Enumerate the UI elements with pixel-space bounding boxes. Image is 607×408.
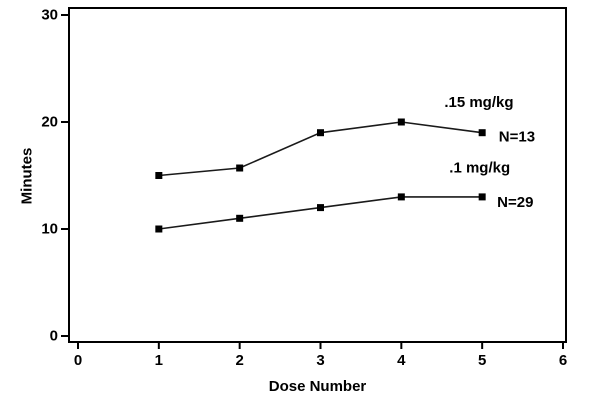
data-point-marker bbox=[397, 193, 405, 201]
series-annotation: N=13 bbox=[499, 128, 535, 145]
y-axis-tick-label: 10 bbox=[41, 221, 58, 238]
x-axis-tick-label: 6 bbox=[559, 352, 567, 369]
plot-frame bbox=[68, 7, 567, 343]
data-point-marker bbox=[478, 129, 486, 137]
data-point-marker bbox=[236, 164, 244, 172]
x-axis-tick-label: 1 bbox=[155, 352, 163, 369]
y-axis-tick-label: 30 bbox=[41, 7, 58, 24]
data-point-marker bbox=[317, 204, 324, 212]
data-point-marker bbox=[317, 129, 324, 137]
x-axis-tick-label: 2 bbox=[235, 352, 243, 369]
y-axis-tick-label: 0 bbox=[50, 328, 58, 345]
y-axis-tick-label: 20 bbox=[41, 114, 58, 131]
x-axis-tick-label: 4 bbox=[397, 352, 406, 369]
x-axis-title: Dose Number bbox=[269, 378, 367, 395]
series-annotation: .15 mg/kg bbox=[444, 94, 513, 111]
x-axis-tick-label: 3 bbox=[316, 352, 324, 369]
series-annotation: .1 mg/kg bbox=[449, 160, 510, 177]
data-point-marker bbox=[155, 172, 163, 179]
data-point-marker bbox=[478, 193, 486, 201]
series-annotation: N=29 bbox=[497, 194, 533, 211]
x-axis-tick-label: 0 bbox=[74, 352, 82, 369]
x-axis-tick-label: 5 bbox=[478, 352, 486, 369]
data-point-marker bbox=[397, 118, 405, 126]
data-point-marker bbox=[236, 214, 244, 222]
series-line-2 bbox=[158, 196, 483, 230]
y-axis-title: Minutes bbox=[19, 148, 36, 205]
data-point-marker bbox=[155, 225, 163, 233]
